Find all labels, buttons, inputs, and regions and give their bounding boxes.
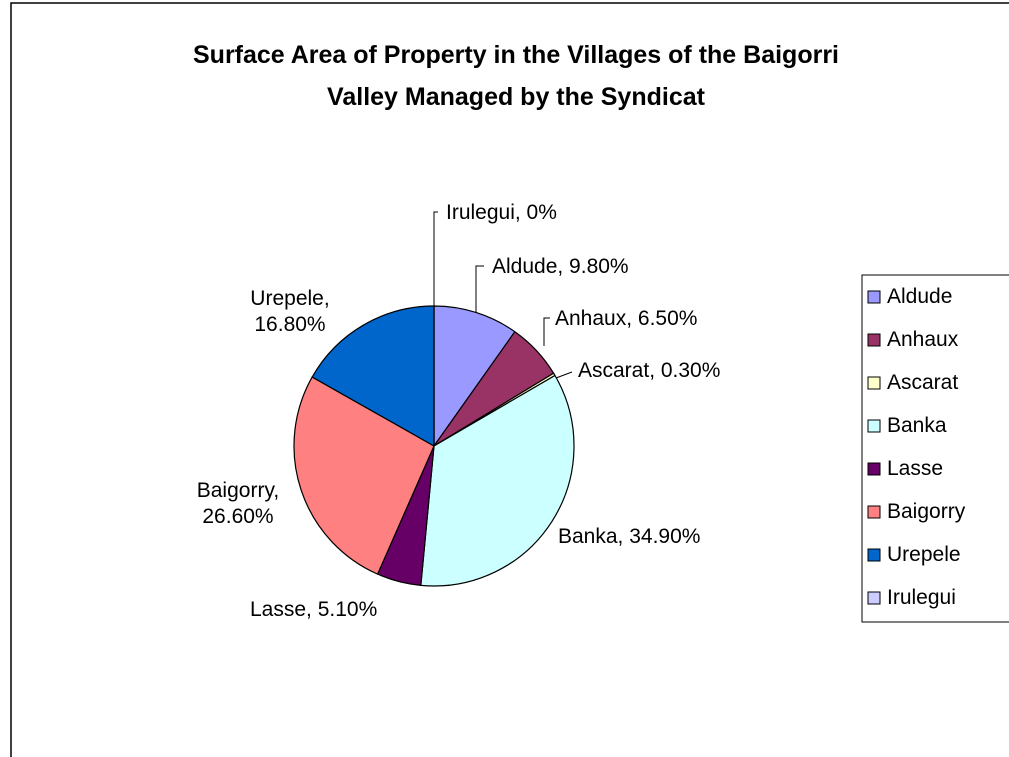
legend-swatch	[867, 505, 881, 519]
legend-label: Ascarat	[887, 371, 959, 394]
legend-box	[861, 274, 1009, 623]
leader-line	[433, 211, 438, 306]
legend-label: Anhaux	[887, 328, 959, 351]
legend-label: Urepele	[887, 543, 961, 566]
legend-swatch	[867, 591, 881, 605]
data-label: Baigorry, 26.60%	[196, 479, 280, 528]
legend-swatch	[867, 419, 881, 433]
legend-swatch	[867, 376, 881, 390]
leader-lines	[433, 211, 573, 379]
legend-label: Aldude	[887, 285, 953, 308]
chart-border	[10, 2, 1009, 757]
legend-label: Banka	[887, 414, 947, 437]
data-label: Aldude, 9.80%	[492, 255, 629, 278]
pie-slice	[420, 374, 575, 587]
legend-swatch	[867, 290, 881, 304]
leader-line	[543, 317, 550, 346]
leader-line	[475, 265, 484, 312]
legend-label: Lasse	[887, 457, 944, 480]
data-label: Banka, 34.90%	[558, 525, 701, 548]
data-label: Ascarat, 0.30%	[578, 359, 721, 382]
leader-line	[555, 371, 573, 379]
legend-swatch	[867, 333, 881, 347]
legend-label: Baigorry	[887, 500, 966, 523]
pie-slice	[433, 305, 516, 448]
data-label: Anhaux, 6.50%	[555, 307, 698, 330]
pie-slice	[311, 305, 435, 448]
data-label: Irulegui, 0%	[446, 201, 557, 224]
chart-title: Surface Area of Property in the Villages…	[193, 41, 839, 111]
legend-swatch	[867, 548, 881, 562]
legend-swatch	[867, 462, 881, 476]
data-label: Lasse, 5.10%	[250, 598, 378, 621]
legend-label: Irulegui	[887, 586, 956, 609]
data-label: Urepele, 16.80%	[250, 287, 330, 336]
